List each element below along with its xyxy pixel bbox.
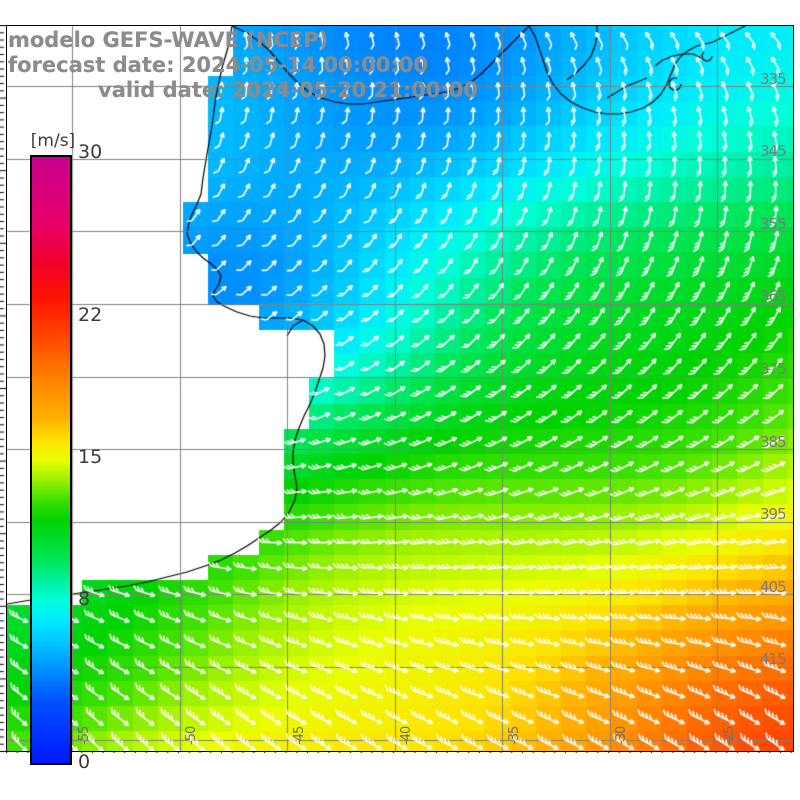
ruler-ticks-left [0, 25, 7, 752]
longitude-tick--40: -40 [399, 726, 414, 745]
latitude-tick-335: 335 [760, 69, 787, 88]
colorbar-tick-22: 22 [78, 303, 103, 326]
latitude-tick-365: 365 [760, 287, 787, 306]
latitude-tick-345: 345 [760, 142, 787, 161]
longitude-tick--50: -50 [184, 726, 199, 745]
colorbar-tick-30: 30 [78, 141, 103, 163]
colorbar-tick-15: 15 [78, 446, 103, 468]
colorbar-gradient [30, 155, 72, 765]
latitude-tick-405: 405 [760, 577, 787, 596]
longitude-tick--45: -45 [291, 726, 307, 745]
longitude-tick--35: -35 [506, 726, 522, 745]
latitude-tick-395: 395 [760, 505, 787, 524]
latitude-tick-375: 375 [760, 360, 787, 378]
colorbar-units-label: [m/s] [30, 131, 76, 151]
colorbar-legend [30, 155, 72, 765]
longitude-tick--25: -25 [721, 726, 737, 745]
latitude-tick-355: 355 [760, 214, 787, 233]
latitude-tick-415: 415 [760, 650, 787, 669]
latitude-tick-385: 385 [760, 432, 787, 451]
wind-direction-barbs [7, 26, 793, 751]
colorbar-tick-0: 0 [78, 751, 91, 773]
longitude-tick--30: -30 [614, 726, 629, 745]
map-plot-area [6, 25, 794, 752]
longitude-tick--55: -55 [76, 726, 92, 745]
colorbar-tick-8: 8 [78, 588, 91, 611]
